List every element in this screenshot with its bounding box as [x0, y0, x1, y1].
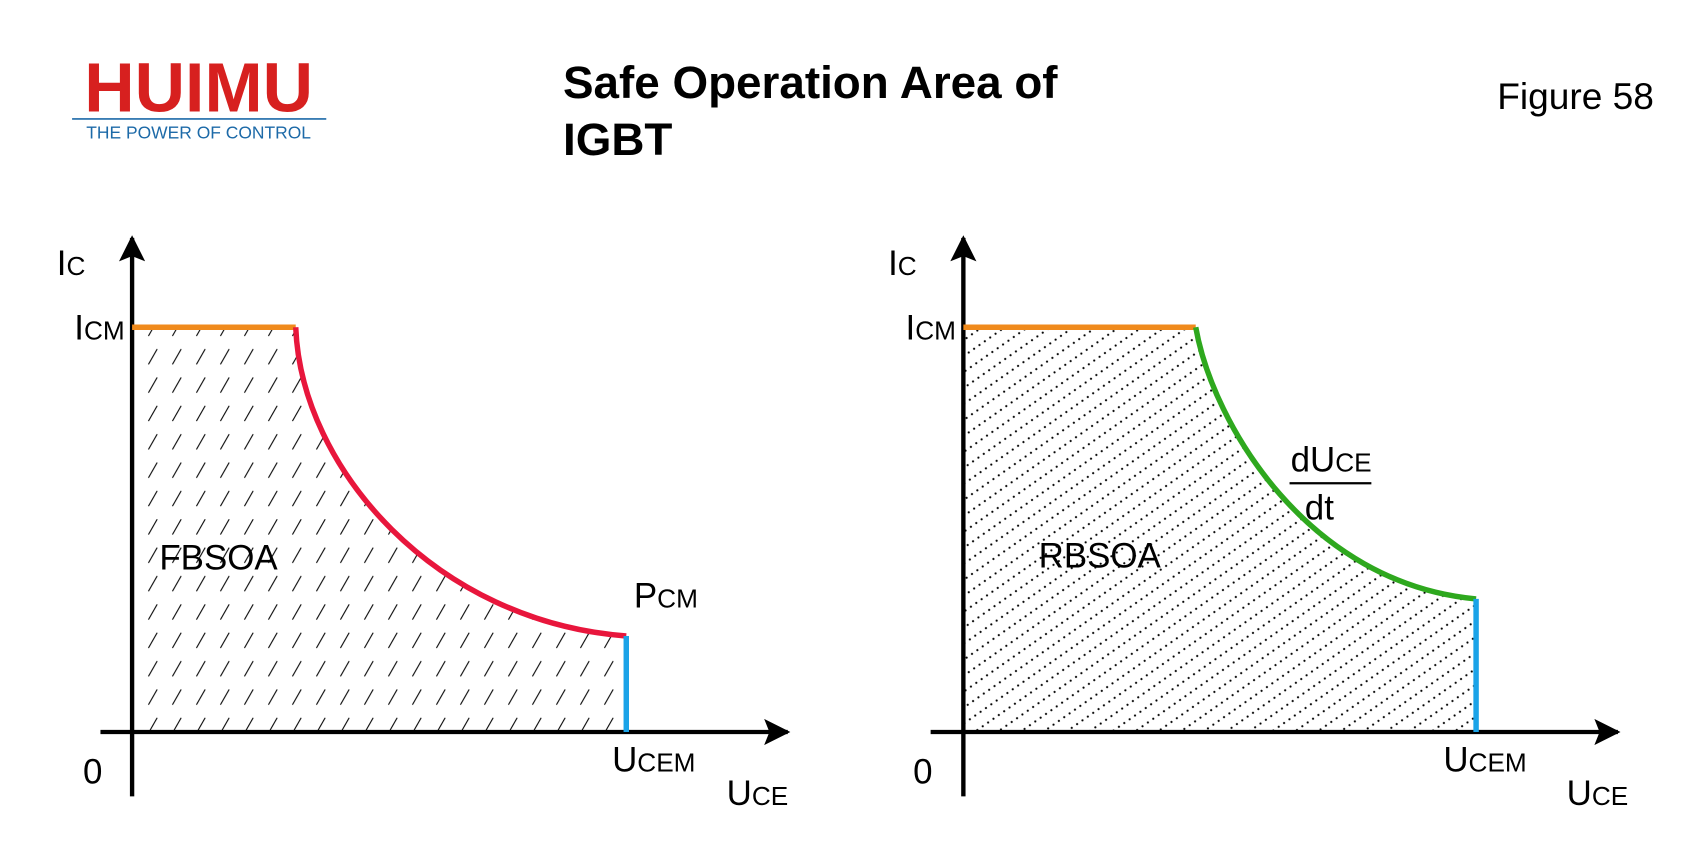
- label-sub: CE: [1592, 781, 1628, 811]
- label-main: I: [57, 244, 67, 283]
- region-label: FBSOA: [159, 538, 278, 577]
- rbsoa-diagram: IC ICM 0 UCE UCEM dUCE dt RBSOA: [888, 235, 1629, 813]
- safe-region: [132, 327, 627, 732]
- fraction-numerator: dUCE: [1291, 440, 1372, 479]
- icm-label: ICM: [906, 308, 956, 347]
- logo-tagline: THE POWER OF CONTROL: [86, 123, 311, 143]
- fraction-denominator: dt: [1305, 488, 1334, 527]
- label-main: U: [1567, 774, 1592, 813]
- region-label: RBSOA: [1039, 536, 1162, 575]
- fbsoa-diagram: IC ICM 0 UCE UCEM PCM FBSOA: [57, 235, 791, 813]
- x-axis-label: UCE: [1567, 774, 1629, 813]
- ucem-label: UCEM: [1443, 740, 1526, 779]
- label-main: P: [634, 577, 657, 616]
- label-main: U: [1443, 740, 1468, 779]
- title: IGBT: [563, 114, 672, 165]
- y-axis-label: IC: [888, 244, 917, 283]
- x-axis-label: UCE: [727, 774, 789, 813]
- label-main: U: [612, 740, 637, 779]
- label-sub: CM: [915, 315, 956, 345]
- y-axis-label: IC: [57, 244, 86, 283]
- label-main: U: [727, 774, 752, 813]
- icm-label: ICM: [74, 308, 124, 347]
- label-main: I: [906, 308, 916, 347]
- label-main: I: [74, 308, 84, 347]
- figure-number: Figure 58: [1497, 75, 1654, 117]
- pcm-label: PCM: [634, 577, 698, 616]
- label-sub: CE: [1335, 447, 1371, 477]
- title: Safe Operation Area of: [563, 57, 1058, 108]
- label-sub: CE: [752, 781, 788, 811]
- label-sub: C: [67, 251, 86, 281]
- dudt-limit: [1193, 326, 1477, 602]
- origin-label: 0: [913, 752, 932, 791]
- label-sub: CM: [84, 315, 125, 345]
- ucem-label: UCEM: [612, 740, 695, 779]
- label-main: dU: [1291, 440, 1336, 479]
- origin-label: 0: [83, 752, 102, 791]
- label-sub: C: [898, 251, 917, 281]
- label-main: I: [888, 244, 898, 283]
- logo: HUIMU: [84, 48, 313, 126]
- label-sub: CEM: [1469, 747, 1527, 777]
- power-limit: [293, 327, 627, 639]
- label-sub: CM: [657, 584, 698, 614]
- label-sub: CEM: [637, 747, 695, 777]
- safe-region: [963, 327, 1477, 732]
